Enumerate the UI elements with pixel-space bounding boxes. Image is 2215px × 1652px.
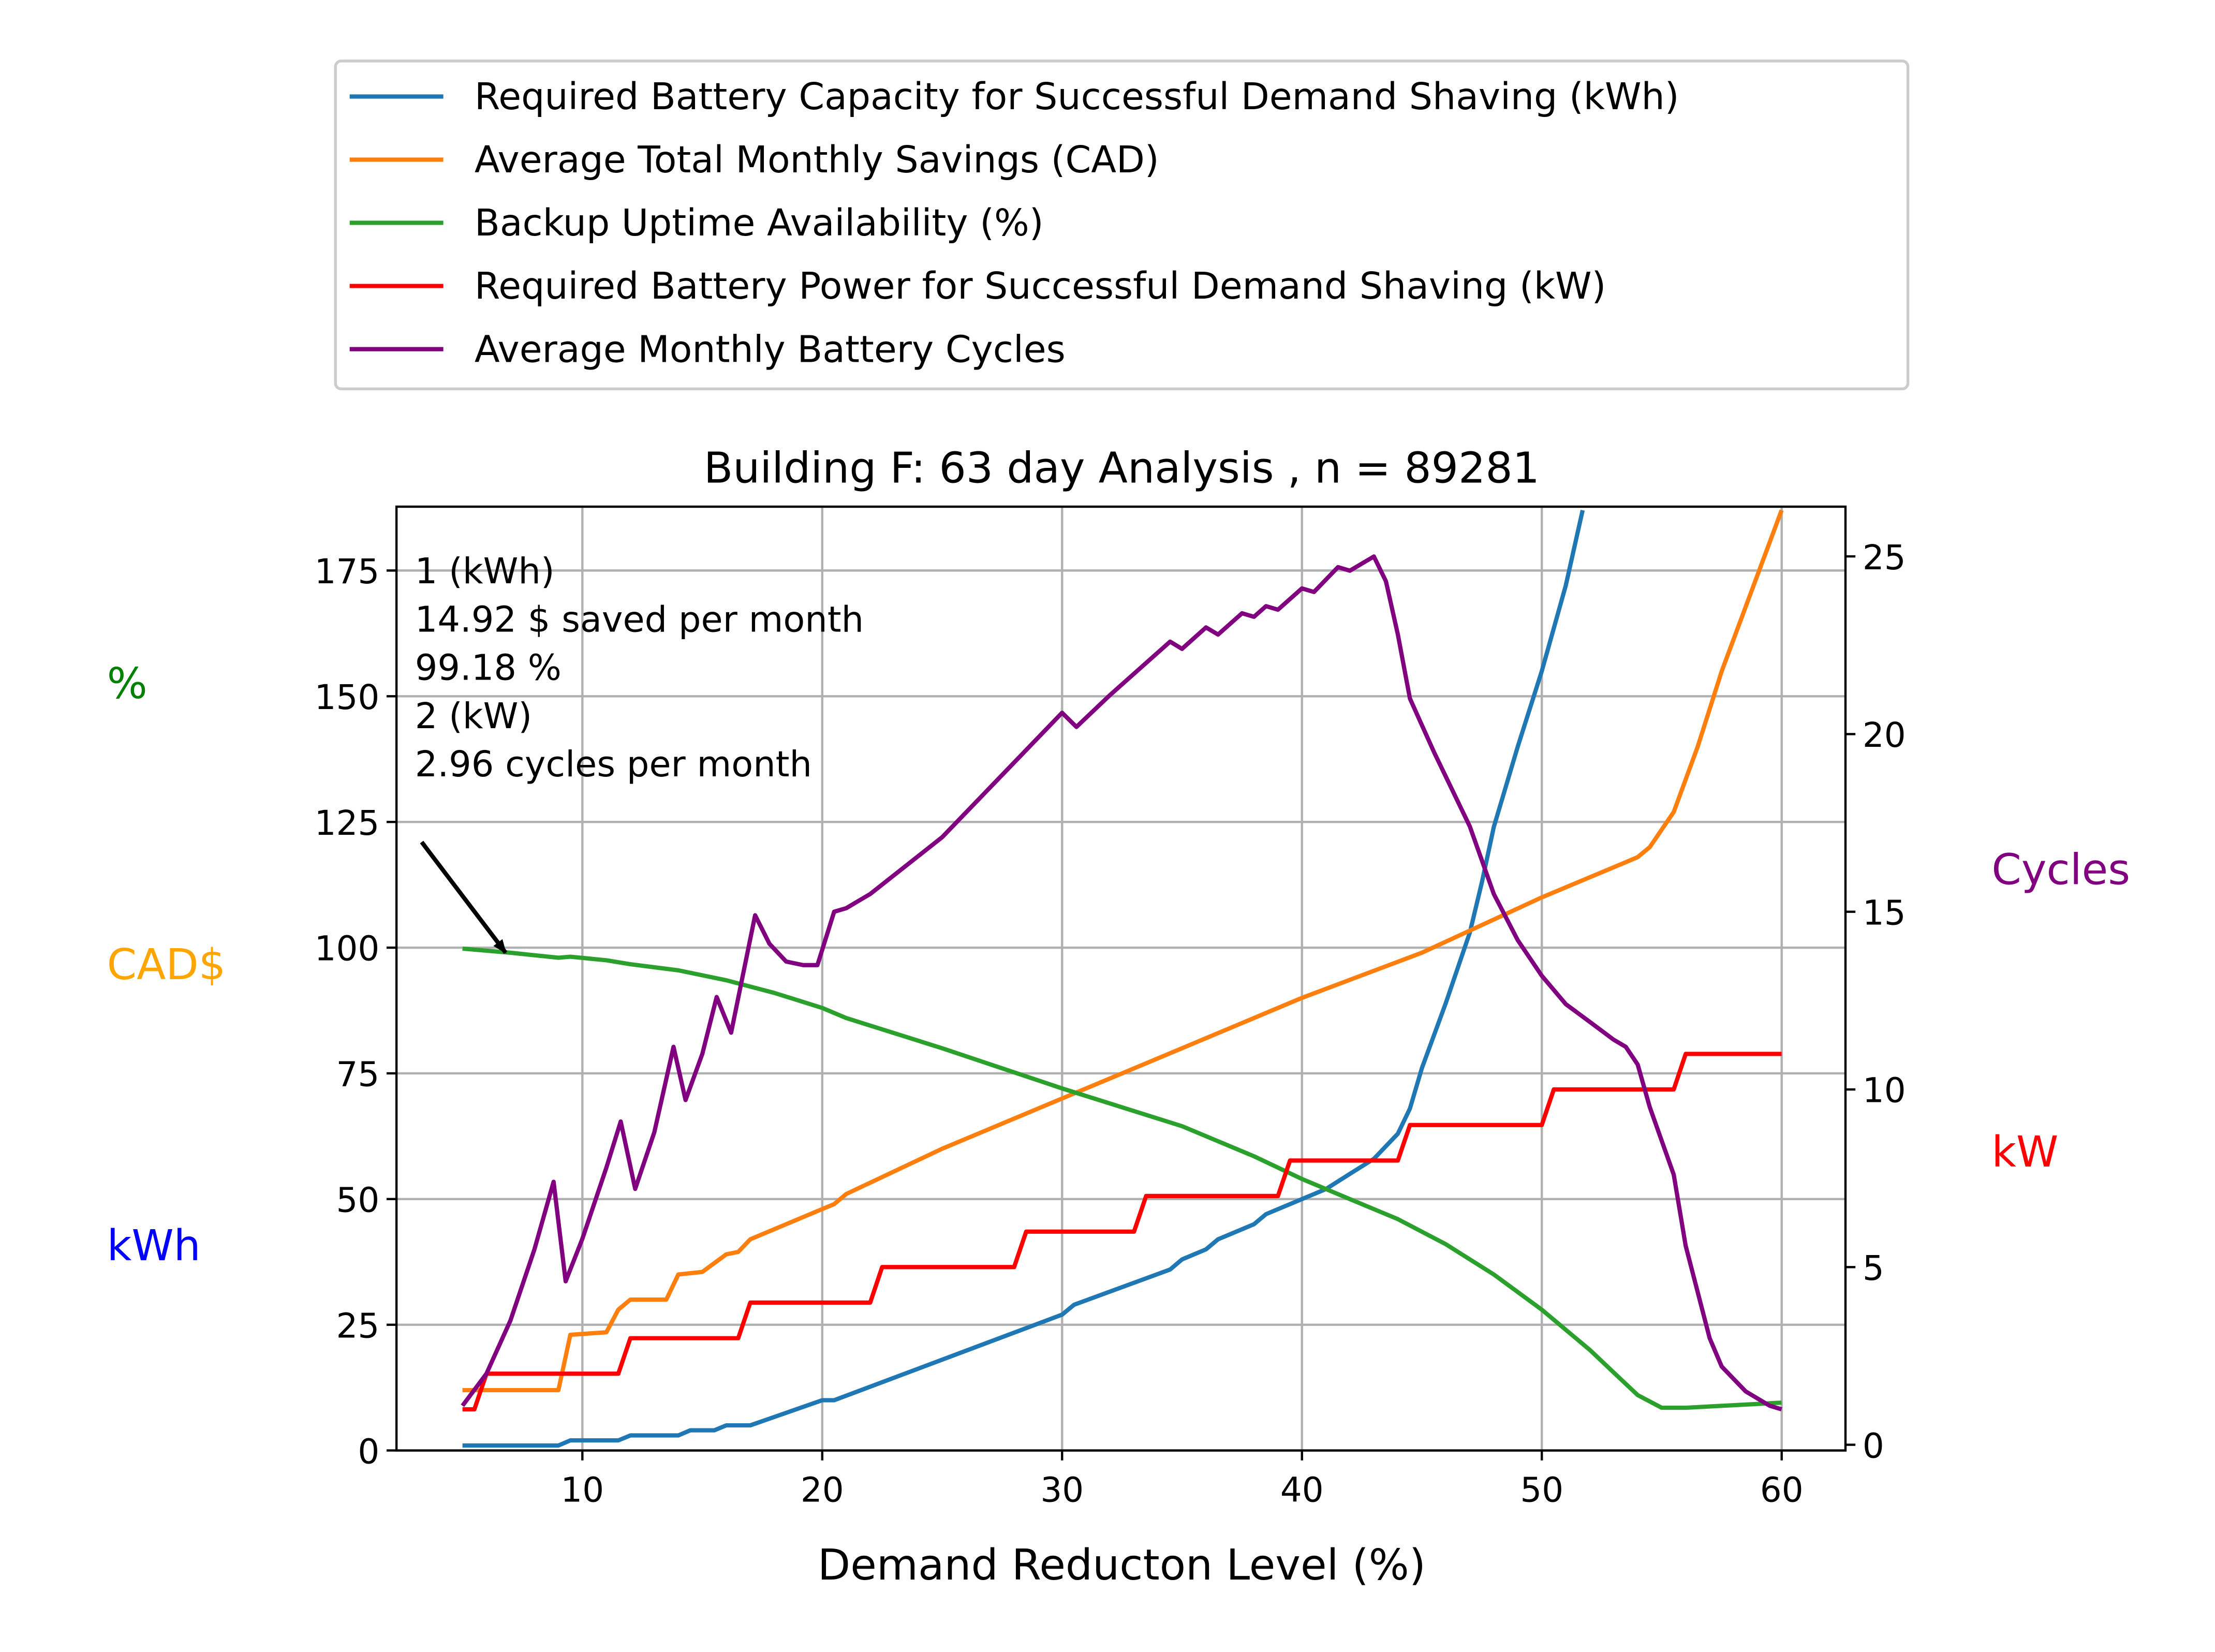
left-y-tick-label: 100 [315,929,380,969]
left-axis-label-cad: CAD$ [107,940,226,990]
series-line-2 [462,509,1784,1393]
ticks: 10 20 30 40 50 60 0 25 50 75 100 125 150 175 0 5 10 15 20 2… [315,538,1906,1510]
annotation-line-kwh: 1 (kWh) [415,551,555,592]
legend: Required Battery Capacity for Successful… [334,60,1910,391]
x-tick-label: 60 [1760,1470,1804,1510]
left-y-tick-label: 75 [336,1055,379,1095]
x-tick-label: 40 [1280,1470,1324,1510]
series-line-4 [462,1052,1782,1412]
legend-label-2: Average Total Monthly Savings (CAD) [475,138,1159,181]
x-axis-label: Demand Reducton Level (%) [818,1541,1426,1590]
series-group [461,509,1784,1448]
chart-title: Building F: 63 day Analysis , n = 89281 [704,444,1540,493]
left-axis-label-percent: % [107,659,147,709]
left-y-tick-label: 25 [336,1306,379,1346]
left-y-tick-label: 150 [315,677,380,717]
plot-frame [395,505,1847,1452]
legend-label-3: Backup Uptime Availability (%) [475,201,1044,244]
x-tick-label: 20 [801,1470,844,1510]
right-y-tick-label: 25 [1863,538,1906,578]
annotation-line-uptime: 99.18 % [415,647,562,689]
annotation-line-kw: 2 (kW) [415,696,532,737]
series-line-3 [462,946,1782,1410]
annotation-line-savings: 14.92 $ saved per month [415,599,864,640]
annotation: 1 (kWh) 14.92 $ saved per month 99.18 % … [415,551,864,954]
right-axis-label-cycles: Cycles [1991,845,2130,894]
left-y-tick-label: 50 [336,1181,379,1220]
series-line-5 [461,554,1782,1412]
legend-box [334,60,1910,391]
left-y-tick-label: 175 [315,552,380,592]
legend-label-1: Required Battery Capacity for Successful… [475,75,1679,118]
legend-label-4: Required Battery Power for Successful De… [475,264,1606,307]
right-axis-label-kw: kW [1991,1128,2058,1177]
right-y-tick-label: 5 [1863,1248,1884,1288]
series-line-1 [462,509,1585,1448]
right-y-tick-label: 15 [1863,893,1906,933]
annotation-line-cycles: 2.96 cycles per month [415,744,812,785]
right-y-tick-label: 10 [1863,1071,1906,1111]
right-y-tick-label: 0 [1863,1426,1884,1466]
x-tick-label: 30 [1040,1470,1084,1510]
annotation-arrow [420,840,508,954]
left-axis-label-kwh: kWh [107,1221,201,1271]
left-y-tick-label: 125 [315,803,380,843]
x-tick-label: 50 [1520,1470,1563,1510]
legend-label-5: Average Monthly Battery Cycles [475,328,1066,371]
right-y-tick-label: 20 [1863,715,1906,755]
left-y-tick-label: 0 [358,1432,379,1471]
grid [396,506,1845,1452]
x-tick-label: 10 [560,1470,604,1510]
